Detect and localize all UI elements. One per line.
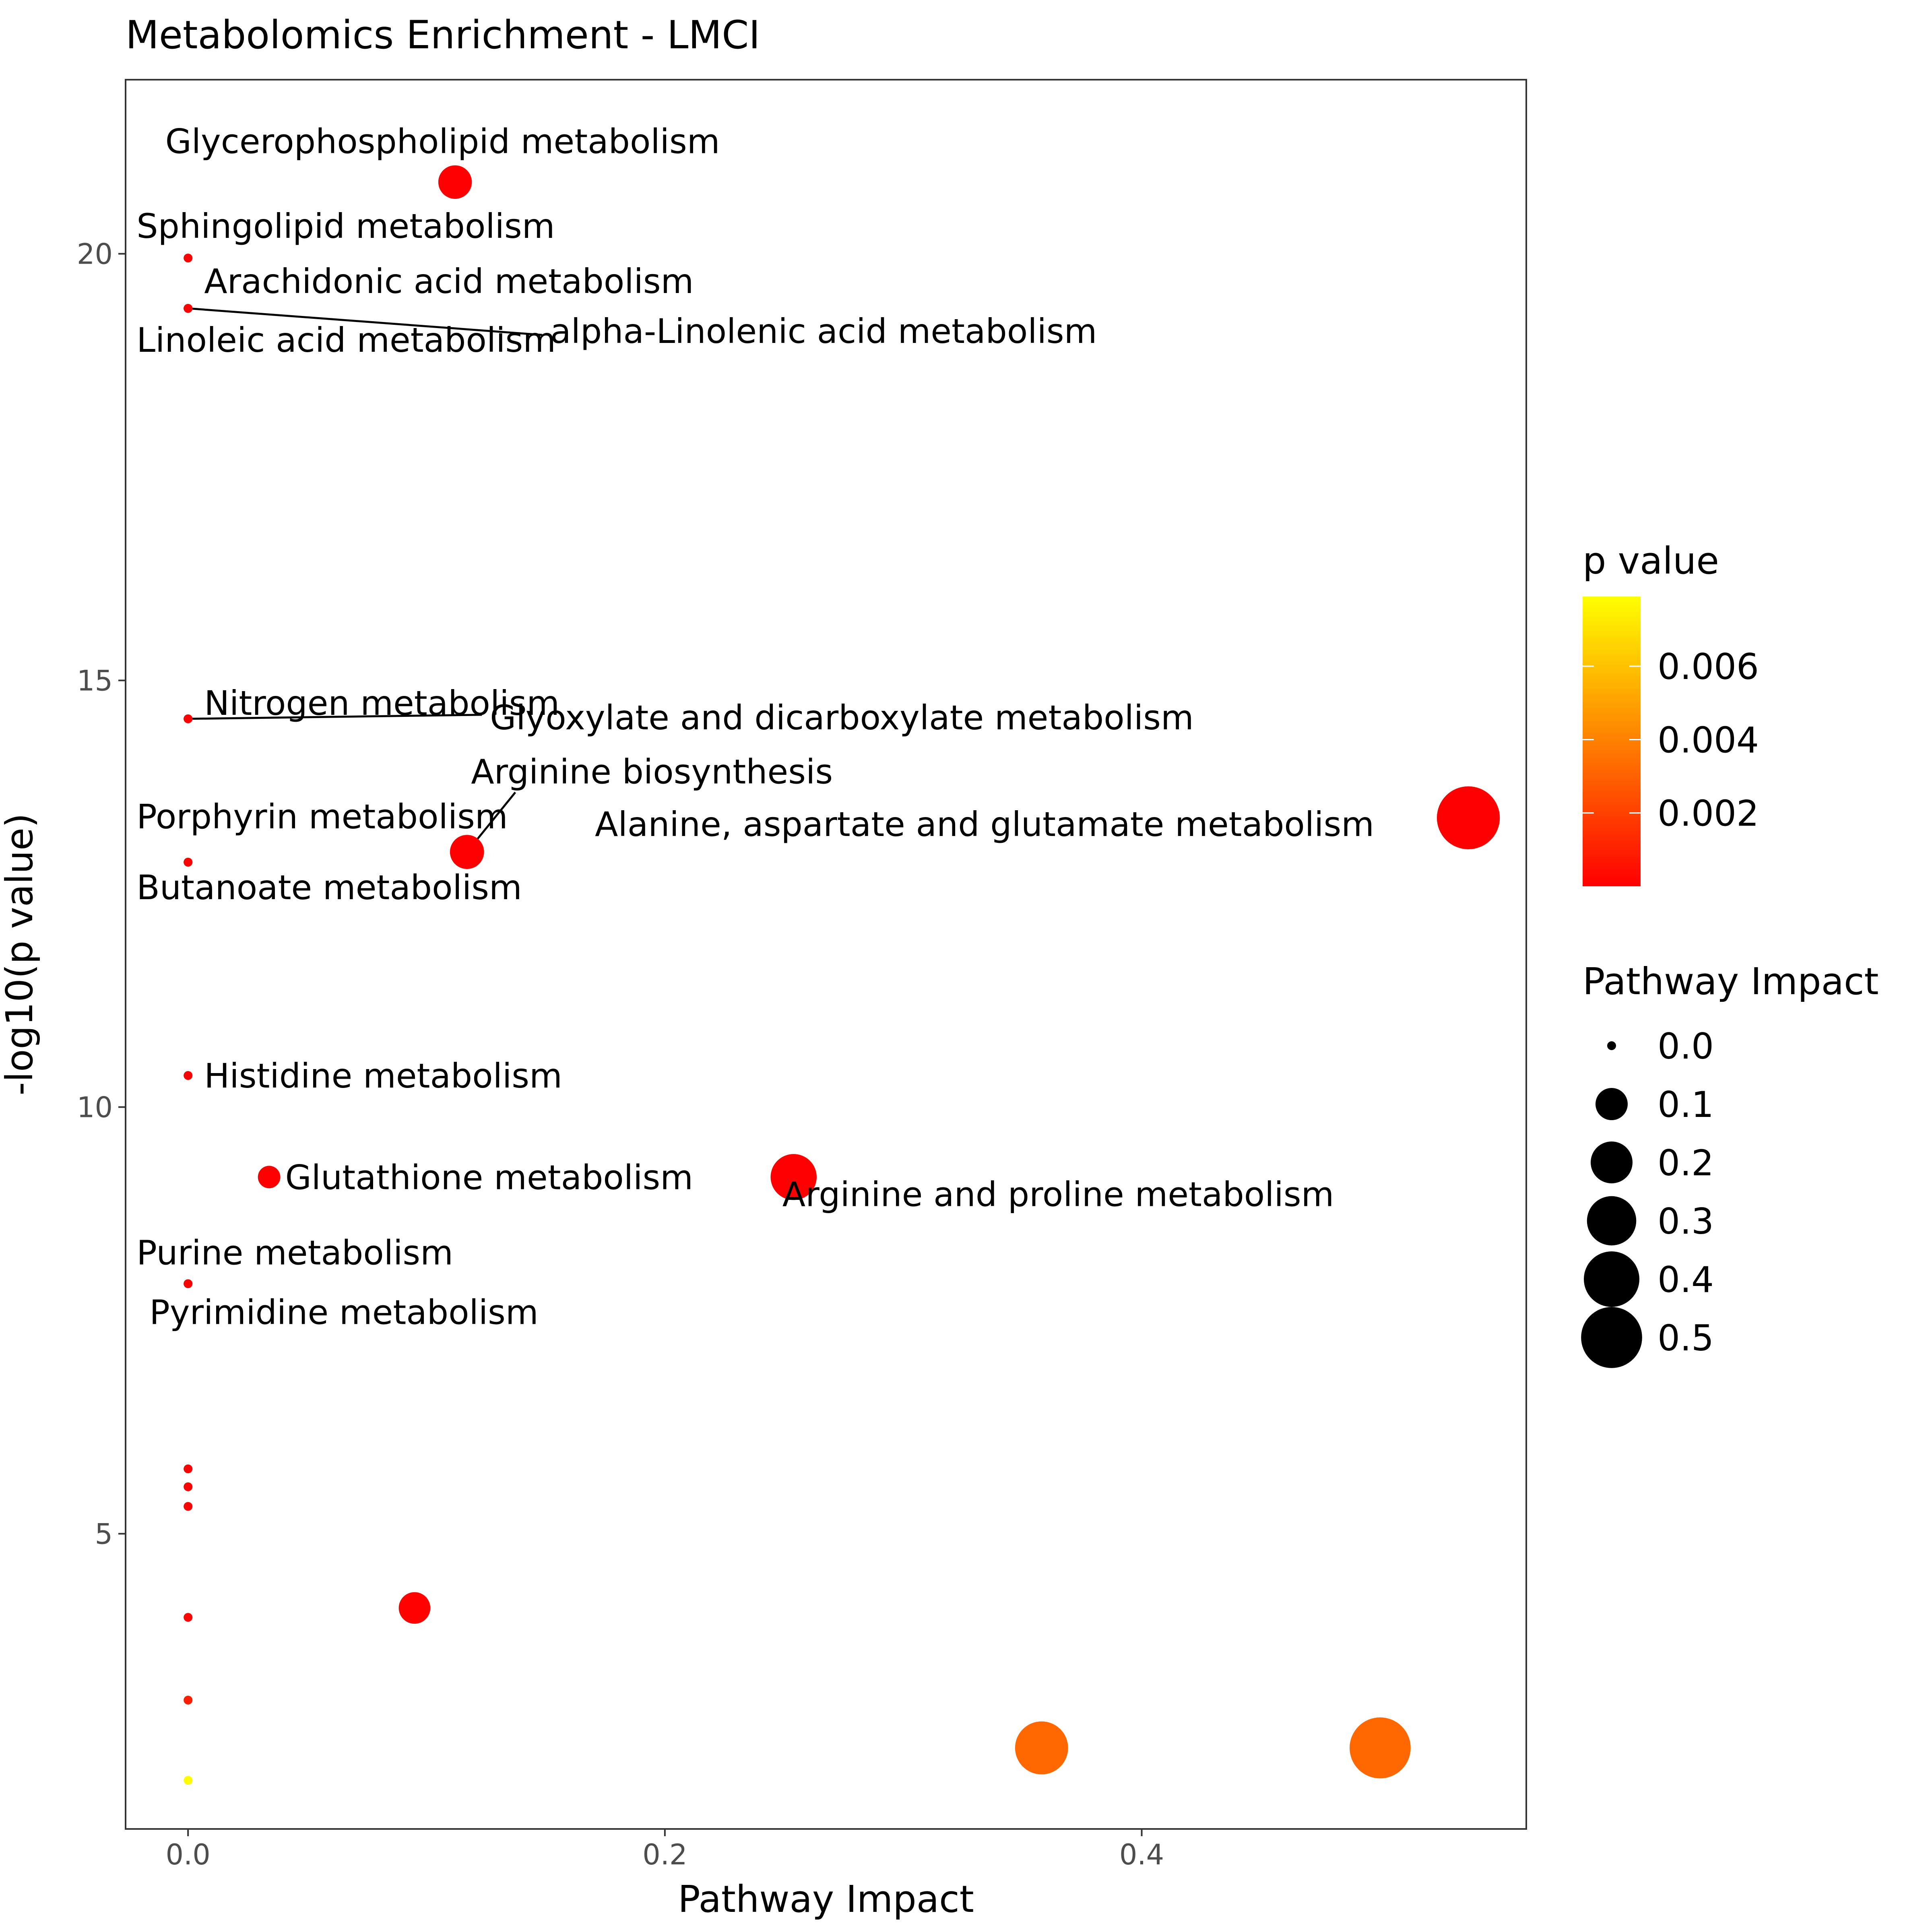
size-legend-title: Pathway Impact bbox=[1583, 960, 1879, 1003]
point-label-glyoxylate-and-dicarboxylate-metabolism: Glyoxylate and dicarboxylate metabolism bbox=[490, 698, 1194, 737]
point-label-alanine-aspartate-and-glutamate-metabolism: Alanine, aspartate and glutamate metabol… bbox=[595, 805, 1374, 844]
color-legend-ticks: 0.002 0.004 0.006 bbox=[1583, 646, 1759, 834]
point-label-nitrogen-metabolism: Nitrogen metabolism bbox=[204, 683, 559, 723]
point-label-purine-metabolism: Purine metabolism bbox=[136, 1233, 453, 1272]
size-legend-key bbox=[1581, 1307, 1642, 1368]
data-point-butanoate-metabolism bbox=[184, 858, 193, 867]
data-point bbox=[184, 1482, 193, 1491]
data-point-pyrimidine-metabolism bbox=[184, 1279, 193, 1288]
x-tick-label: 0.4 bbox=[1119, 1838, 1164, 1871]
size-legend-label: 0.3 bbox=[1657, 1201, 1714, 1242]
color-legend-title: p value bbox=[1583, 539, 1719, 582]
color-legend-label: 0.002 bbox=[1657, 793, 1759, 834]
data-point-arginine-biosynthesis bbox=[450, 835, 484, 869]
data-point bbox=[184, 1464, 193, 1474]
point-label-arachidonic-acid-metabolism: Arachidonic acid metabolism bbox=[204, 262, 694, 301]
data-point bbox=[1350, 1717, 1411, 1779]
size-legend-key bbox=[1607, 1041, 1616, 1050]
point-label-glycerophospholipid-metabolism: Glycerophospholipid metabolism bbox=[165, 122, 720, 161]
size-legend-keys: 0.0 0.1 0.2 0.3 0.4 0.5 bbox=[1581, 1026, 1714, 1368]
y-tick-label: 20 bbox=[77, 237, 113, 270]
point-label-arginine-biosynthesis: Arginine biosynthesis bbox=[471, 752, 833, 792]
chart-title: Metabolomics Enrichment - LMCI bbox=[126, 12, 760, 58]
data-point-glycerophospholipid-metabolism bbox=[438, 165, 472, 199]
point-label-glutathione-metabolism: Glutathione metabolism bbox=[285, 1158, 693, 1197]
size-legend-label: 0.0 bbox=[1657, 1026, 1714, 1067]
data-point bbox=[184, 1776, 193, 1785]
data-point-alanine-aspartate-and-glutamate-metabolism bbox=[1437, 786, 1500, 849]
y-tick-label: 15 bbox=[77, 664, 113, 697]
data-point bbox=[1015, 1721, 1068, 1775]
size-legend-label: 0.5 bbox=[1657, 1317, 1714, 1359]
axes: 0.0 0.2 0.4 5 10 15 20 bbox=[77, 237, 1164, 1871]
data-point-arginine-and-proline-metabolism bbox=[770, 1154, 817, 1200]
size-legend-key bbox=[1596, 1088, 1628, 1120]
data-points bbox=[184, 165, 1500, 1785]
color-legend-bar bbox=[1583, 597, 1641, 886]
point-label-sphingolipid-metabolism: Sphingolipid metabolism bbox=[136, 206, 555, 246]
point-label-alpha-linolenic-acid-metabolism: alpha-Linolenic acid metabolism bbox=[550, 312, 1097, 351]
size-legend-key bbox=[1584, 1251, 1639, 1307]
y-tick-label: 5 bbox=[95, 1517, 113, 1550]
x-tick-label: 0.2 bbox=[642, 1838, 687, 1871]
point-label-butanoate-metabolism: Butanoate metabolism bbox=[136, 868, 522, 907]
color-legend-label: 0.004 bbox=[1657, 719, 1759, 761]
size-legend-label: 0.4 bbox=[1657, 1259, 1714, 1300]
color-legend-label: 0.006 bbox=[1657, 646, 1759, 687]
point-label-linoleic-acid-metabolism: Linoleic acid metabolism bbox=[136, 320, 556, 360]
data-point bbox=[184, 1613, 193, 1622]
x-tick-label: 0.0 bbox=[166, 1838, 211, 1871]
y-axis-title: -log10(p value) bbox=[0, 813, 41, 1095]
leader-line-glyoxylate-and-dicarboxylate-metabolism bbox=[188, 714, 482, 720]
point-label-arginine-and-proline-metabolism: Arginine and proline metabolism bbox=[782, 1174, 1334, 1214]
data-point bbox=[184, 1502, 193, 1511]
plot-panel bbox=[125, 79, 1527, 1830]
data-point-alpha-linolenic-acid-metabolism bbox=[184, 304, 193, 313]
size-legend-label: 0.1 bbox=[1657, 1084, 1714, 1125]
legend: p value 0.002 0.004 0.006 Pathway Impact 0… bbox=[1581, 539, 1879, 1368]
point-labels: Glycerophospholipid metabolism Sphingolip… bbox=[136, 122, 1374, 1332]
data-point-sphingolipid-metabolism bbox=[184, 254, 193, 263]
data-point-glyoxylate-and-dicarboxylate-metabolism bbox=[184, 714, 193, 723]
point-label-porphyrin-metabolism: Porphyrin metabolism bbox=[136, 797, 508, 836]
point-label-histidine-metabolism: Histidine metabolism bbox=[204, 1056, 562, 1096]
size-legend-key bbox=[1587, 1196, 1637, 1246]
size-legend-key bbox=[1590, 1141, 1633, 1184]
leader-line-alpha-linolenic-acid-metabolism bbox=[188, 307, 543, 336]
point-label-pyrimidine-metabolism: Pyrimidine metabolism bbox=[149, 1292, 539, 1332]
data-point bbox=[184, 1695, 193, 1705]
data-point-glutathione-metabolism bbox=[258, 1166, 281, 1189]
x-axis-title: Pathway Impact bbox=[678, 1878, 974, 1921]
data-point bbox=[398, 1592, 431, 1624]
size-legend-label: 0.2 bbox=[1657, 1142, 1714, 1184]
y-tick-label: 10 bbox=[77, 1091, 113, 1124]
data-point-histidine-metabolism bbox=[184, 1071, 193, 1080]
